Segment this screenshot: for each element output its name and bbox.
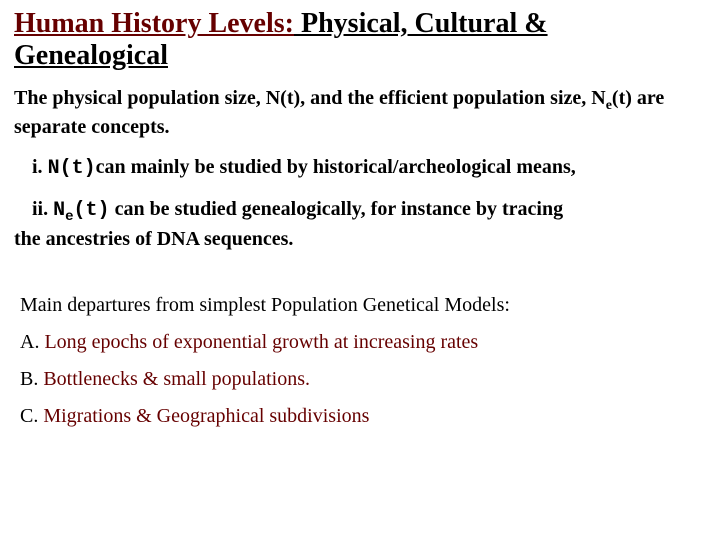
point-ii-code-pre: N (53, 199, 65, 222)
intro-paragraph: The physical population size, N(t), and … (14, 86, 706, 140)
point-i: i. N(t)can mainly be studied by historic… (14, 154, 706, 182)
point-ii-number: ii. (14, 198, 53, 220)
departure-a-label: A. (20, 331, 44, 353)
departure-b-label: B. (20, 368, 43, 390)
departure-c-text: Migrations & Geographical subdivisions (43, 405, 369, 427)
section-gap (14, 266, 706, 294)
point-ii-code-post: (t) (74, 199, 110, 222)
departure-a-text: Long epochs of exponential growth at inc… (44, 331, 478, 353)
departures-heading: Main departures from simplest Population… (14, 294, 706, 317)
departure-b-text: Bottlenecks & small populations. (43, 368, 310, 390)
slide-container: Human History Levels: Physical, Cultural… (0, 0, 720, 428)
slide-title: Human History Levels: Physical, Cultural… (14, 8, 706, 72)
point-i-number: i. (14, 156, 48, 178)
departure-c-label: C. (20, 405, 43, 427)
intro-text-pre: The physical population size, N(t), and … (14, 87, 606, 109)
point-ii-text-b: the ancestries of DNA sequences. (14, 228, 293, 250)
departure-item-b: B. Bottlenecks & small populations. (14, 368, 706, 391)
point-ii-text-a: can be studied genealogically, for insta… (110, 198, 564, 220)
point-i-code: N(t) (48, 157, 96, 180)
title-part-red: Human History Levels: (14, 8, 294, 39)
point-ii-code-sub: e (65, 209, 73, 225)
point-ii: ii. Ne(t) can be studied genealogically,… (14, 196, 706, 252)
departure-item-a: A. Long epochs of exponential growth at … (14, 331, 706, 354)
departure-item-c: C. Migrations & Geographical subdivision… (14, 405, 706, 428)
point-i-text: can mainly be studied by historical/arch… (96, 156, 576, 178)
